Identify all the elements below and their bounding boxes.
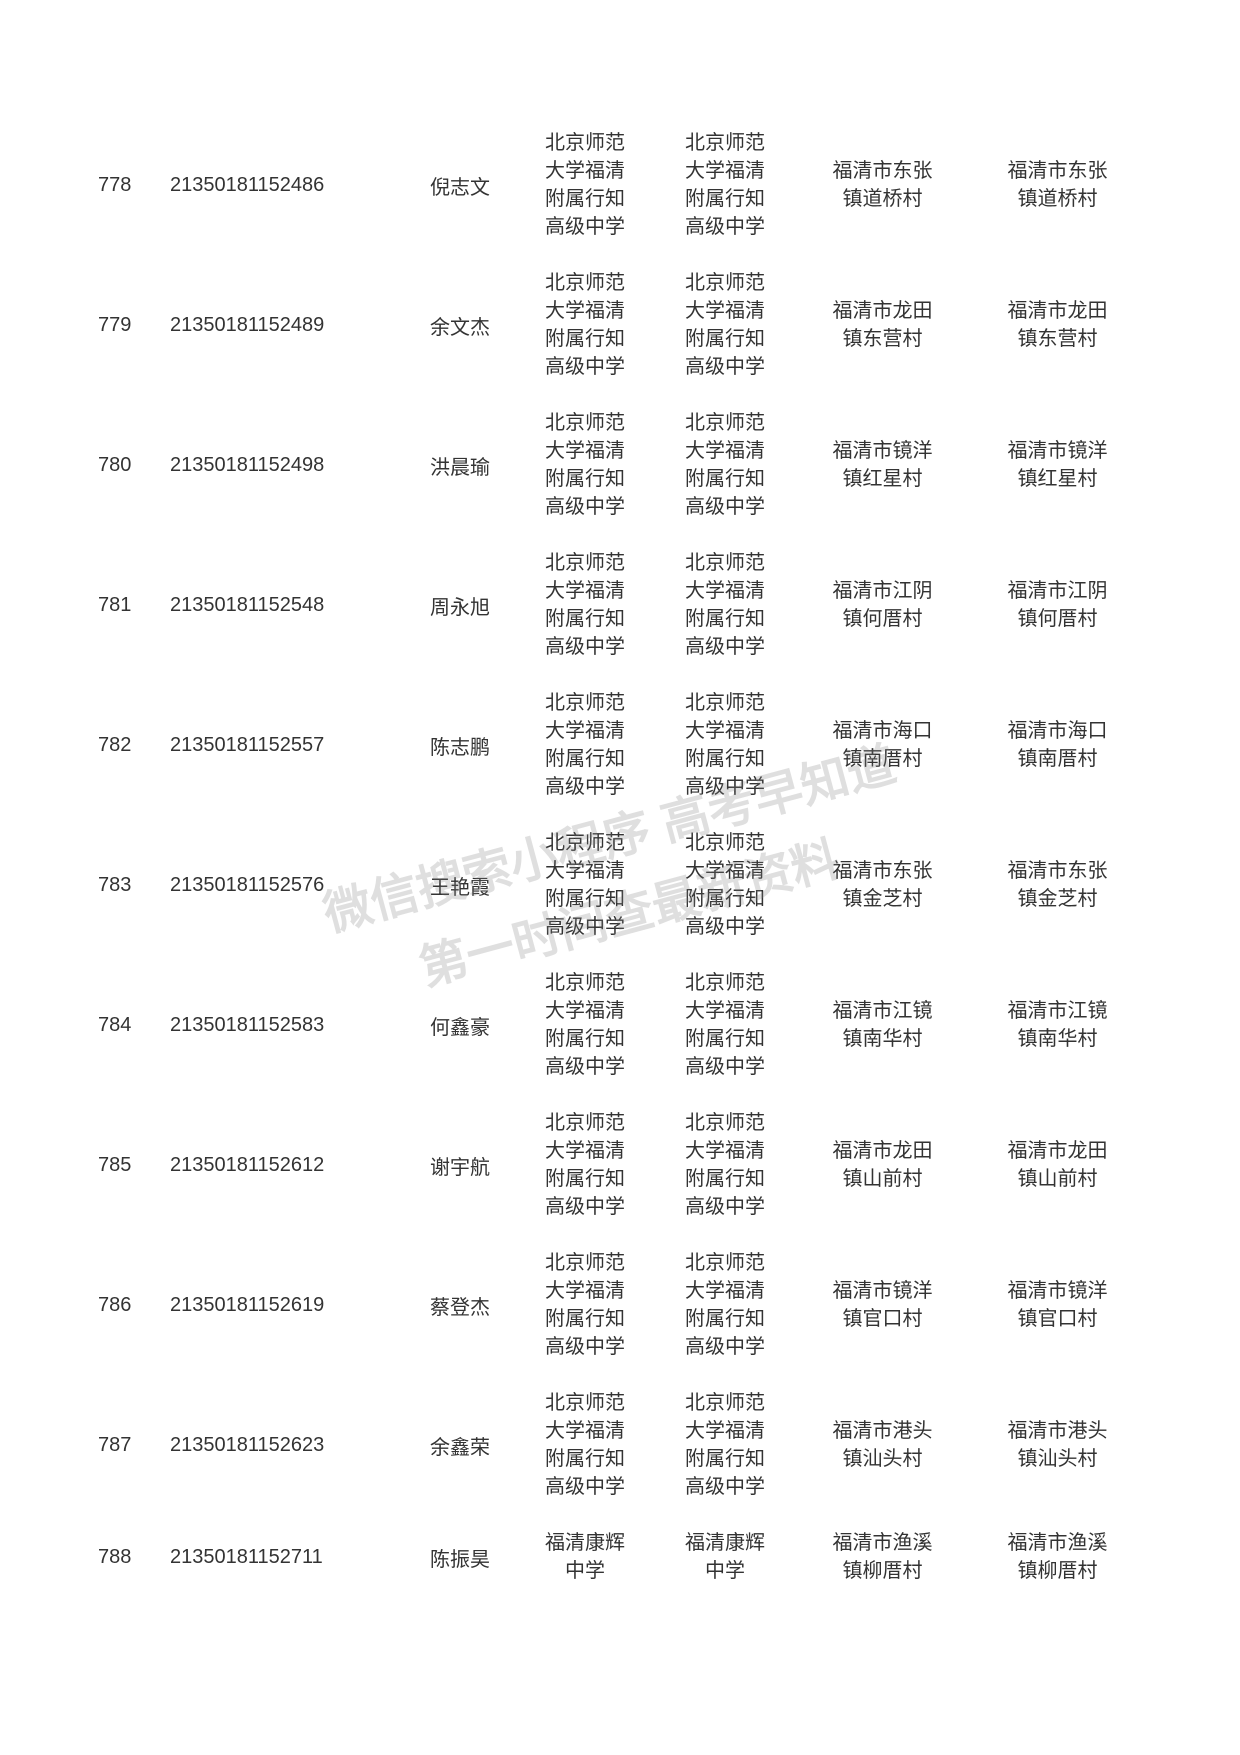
row-id: 21350181152583 [170,1014,405,1037]
row-index: 784 [90,1014,170,1037]
row-addr1: 福清市镜洋镇官口村 [795,1277,970,1333]
row-school1: 北京师范大学福清附属行知高级中学 [515,409,655,521]
row-addr2: 福清市渔溪镇柳厝村 [970,1529,1145,1585]
row-id: 21350181152576 [170,874,405,897]
row-name: 倪志文 [405,171,515,200]
row-school1: 北京师范大学福清附属行知高级中学 [515,969,655,1081]
table-row: 78621350181152619蔡登杰北京师范大学福清附属行知高级中学北京师范… [90,1235,1150,1375]
row-addr1: 福清市江阴镇何厝村 [795,577,970,633]
row-id: 21350181152612 [170,1154,405,1177]
row-index: 787 [90,1434,170,1457]
row-addr1: 福清市江镜镇南华村 [795,997,970,1053]
row-addr2: 福清市东张镇金芝村 [970,857,1145,913]
row-school2: 北京师范大学福清附属行知高级中学 [655,129,795,241]
row-id: 21350181152619 [170,1294,405,1317]
row-name: 何鑫豪 [405,1011,515,1040]
row-addr1: 福清市渔溪镇柳厝村 [795,1529,970,1585]
row-addr2: 福清市江镜镇南华村 [970,997,1145,1053]
table-row: 78121350181152548周永旭北京师范大学福清附属行知高级中学北京师范… [90,535,1150,675]
table-row: 78721350181152623余鑫荣北京师范大学福清附属行知高级中学北京师范… [90,1375,1150,1515]
row-addr2: 福清市镜洋镇红星村 [970,437,1145,493]
row-id: 21350181152557 [170,734,405,757]
row-school1: 北京师范大学福清附属行知高级中学 [515,269,655,381]
row-school1: 北京师范大学福清附属行知高级中学 [515,129,655,241]
row-id: 21350181152498 [170,454,405,477]
row-addr1: 福清市港头镇汕头村 [795,1417,970,1473]
row-name: 周永旭 [405,591,515,620]
row-school1: 北京师范大学福清附属行知高级中学 [515,1109,655,1221]
row-name: 王艳霞 [405,871,515,900]
row-id: 21350181152548 [170,594,405,617]
row-addr2: 福清市龙田镇东营村 [970,297,1145,353]
row-school2: 北京师范大学福清附属行知高级中学 [655,549,795,661]
row-id: 21350181152489 [170,314,405,337]
row-school2: 北京师范大学福清附属行知高级中学 [655,269,795,381]
row-school2: 福清康辉中学 [655,1529,795,1585]
row-addr1: 福清市龙田镇山前村 [795,1137,970,1193]
row-addr1: 福清市镜洋镇红星村 [795,437,970,493]
row-name: 洪晨瑜 [405,451,515,480]
row-school1: 北京师范大学福清附属行知高级中学 [515,549,655,661]
row-school2: 北京师范大学福清附属行知高级中学 [655,1249,795,1361]
table-row: 78521350181152612谢宇航北京师范大学福清附属行知高级中学北京师范… [90,1095,1150,1235]
row-id: 21350181152711 [170,1546,405,1569]
table-row: 78021350181152498洪晨瑜北京师范大学福清附属行知高级中学北京师范… [90,395,1150,535]
row-school2: 北京师范大学福清附属行知高级中学 [655,689,795,801]
table-row: 78321350181152576王艳霞北京师范大学福清附属行知高级中学北京师范… [90,815,1150,955]
row-name: 谢宇航 [405,1151,515,1180]
row-addr1: 福清市东张镇道桥村 [795,157,970,213]
row-index: 783 [90,874,170,897]
row-addr2: 福清市江阴镇何厝村 [970,577,1145,633]
row-name: 陈志鹏 [405,731,515,760]
row-addr2: 福清市东张镇道桥村 [970,157,1145,213]
row-id: 21350181152486 [170,174,405,197]
row-name: 余鑫荣 [405,1431,515,1460]
row-index: 779 [90,314,170,337]
row-school1: 北京师范大学福清附属行知高级中学 [515,689,655,801]
row-school2: 北京师范大学福清附属行知高级中学 [655,1109,795,1221]
table-row: 78821350181152711陈振昊福清康辉中学福清康辉中学福清市渔溪镇柳厝… [90,1515,1150,1599]
row-school1: 北京师范大学福清附属行知高级中学 [515,1249,655,1361]
row-school1: 福清康辉中学 [515,1529,655,1585]
student-table: 77821350181152486倪志文北京师范大学福清附属行知高级中学北京师范… [0,115,1240,1599]
row-index: 788 [90,1546,170,1569]
row-id: 21350181152623 [170,1434,405,1457]
row-school2: 北京师范大学福清附属行知高级中学 [655,1389,795,1501]
row-index: 778 [90,174,170,197]
row-addr1: 福清市龙田镇东营村 [795,297,970,353]
row-index: 786 [90,1294,170,1317]
row-name: 余文杰 [405,311,515,340]
row-addr2: 福清市龙田镇山前村 [970,1137,1145,1193]
row-index: 785 [90,1154,170,1177]
row-school1: 北京师范大学福清附属行知高级中学 [515,829,655,941]
row-school1: 北京师范大学福清附属行知高级中学 [515,1389,655,1501]
table-row: 78421350181152583何鑫豪北京师范大学福清附属行知高级中学北京师范… [90,955,1150,1095]
row-index: 782 [90,734,170,757]
table-row: 77821350181152486倪志文北京师范大学福清附属行知高级中学北京师范… [90,115,1150,255]
row-addr2: 福清市港头镇汕头村 [970,1417,1145,1473]
row-addr1: 福清市海口镇南厝村 [795,717,970,773]
row-addr2: 福清市海口镇南厝村 [970,717,1145,773]
row-addr1: 福清市东张镇金芝村 [795,857,970,913]
row-school2: 北京师范大学福清附属行知高级中学 [655,829,795,941]
row-index: 781 [90,594,170,617]
row-index: 780 [90,454,170,477]
table-row: 78221350181152557陈志鹏北京师范大学福清附属行知高级中学北京师范… [90,675,1150,815]
row-name: 陈振昊 [405,1543,515,1572]
row-addr2: 福清市镜洋镇官口村 [970,1277,1145,1333]
row-school2: 北京师范大学福清附属行知高级中学 [655,409,795,521]
row-name: 蔡登杰 [405,1291,515,1320]
table-row: 77921350181152489余文杰北京师范大学福清附属行知高级中学北京师范… [90,255,1150,395]
row-school2: 北京师范大学福清附属行知高级中学 [655,969,795,1081]
